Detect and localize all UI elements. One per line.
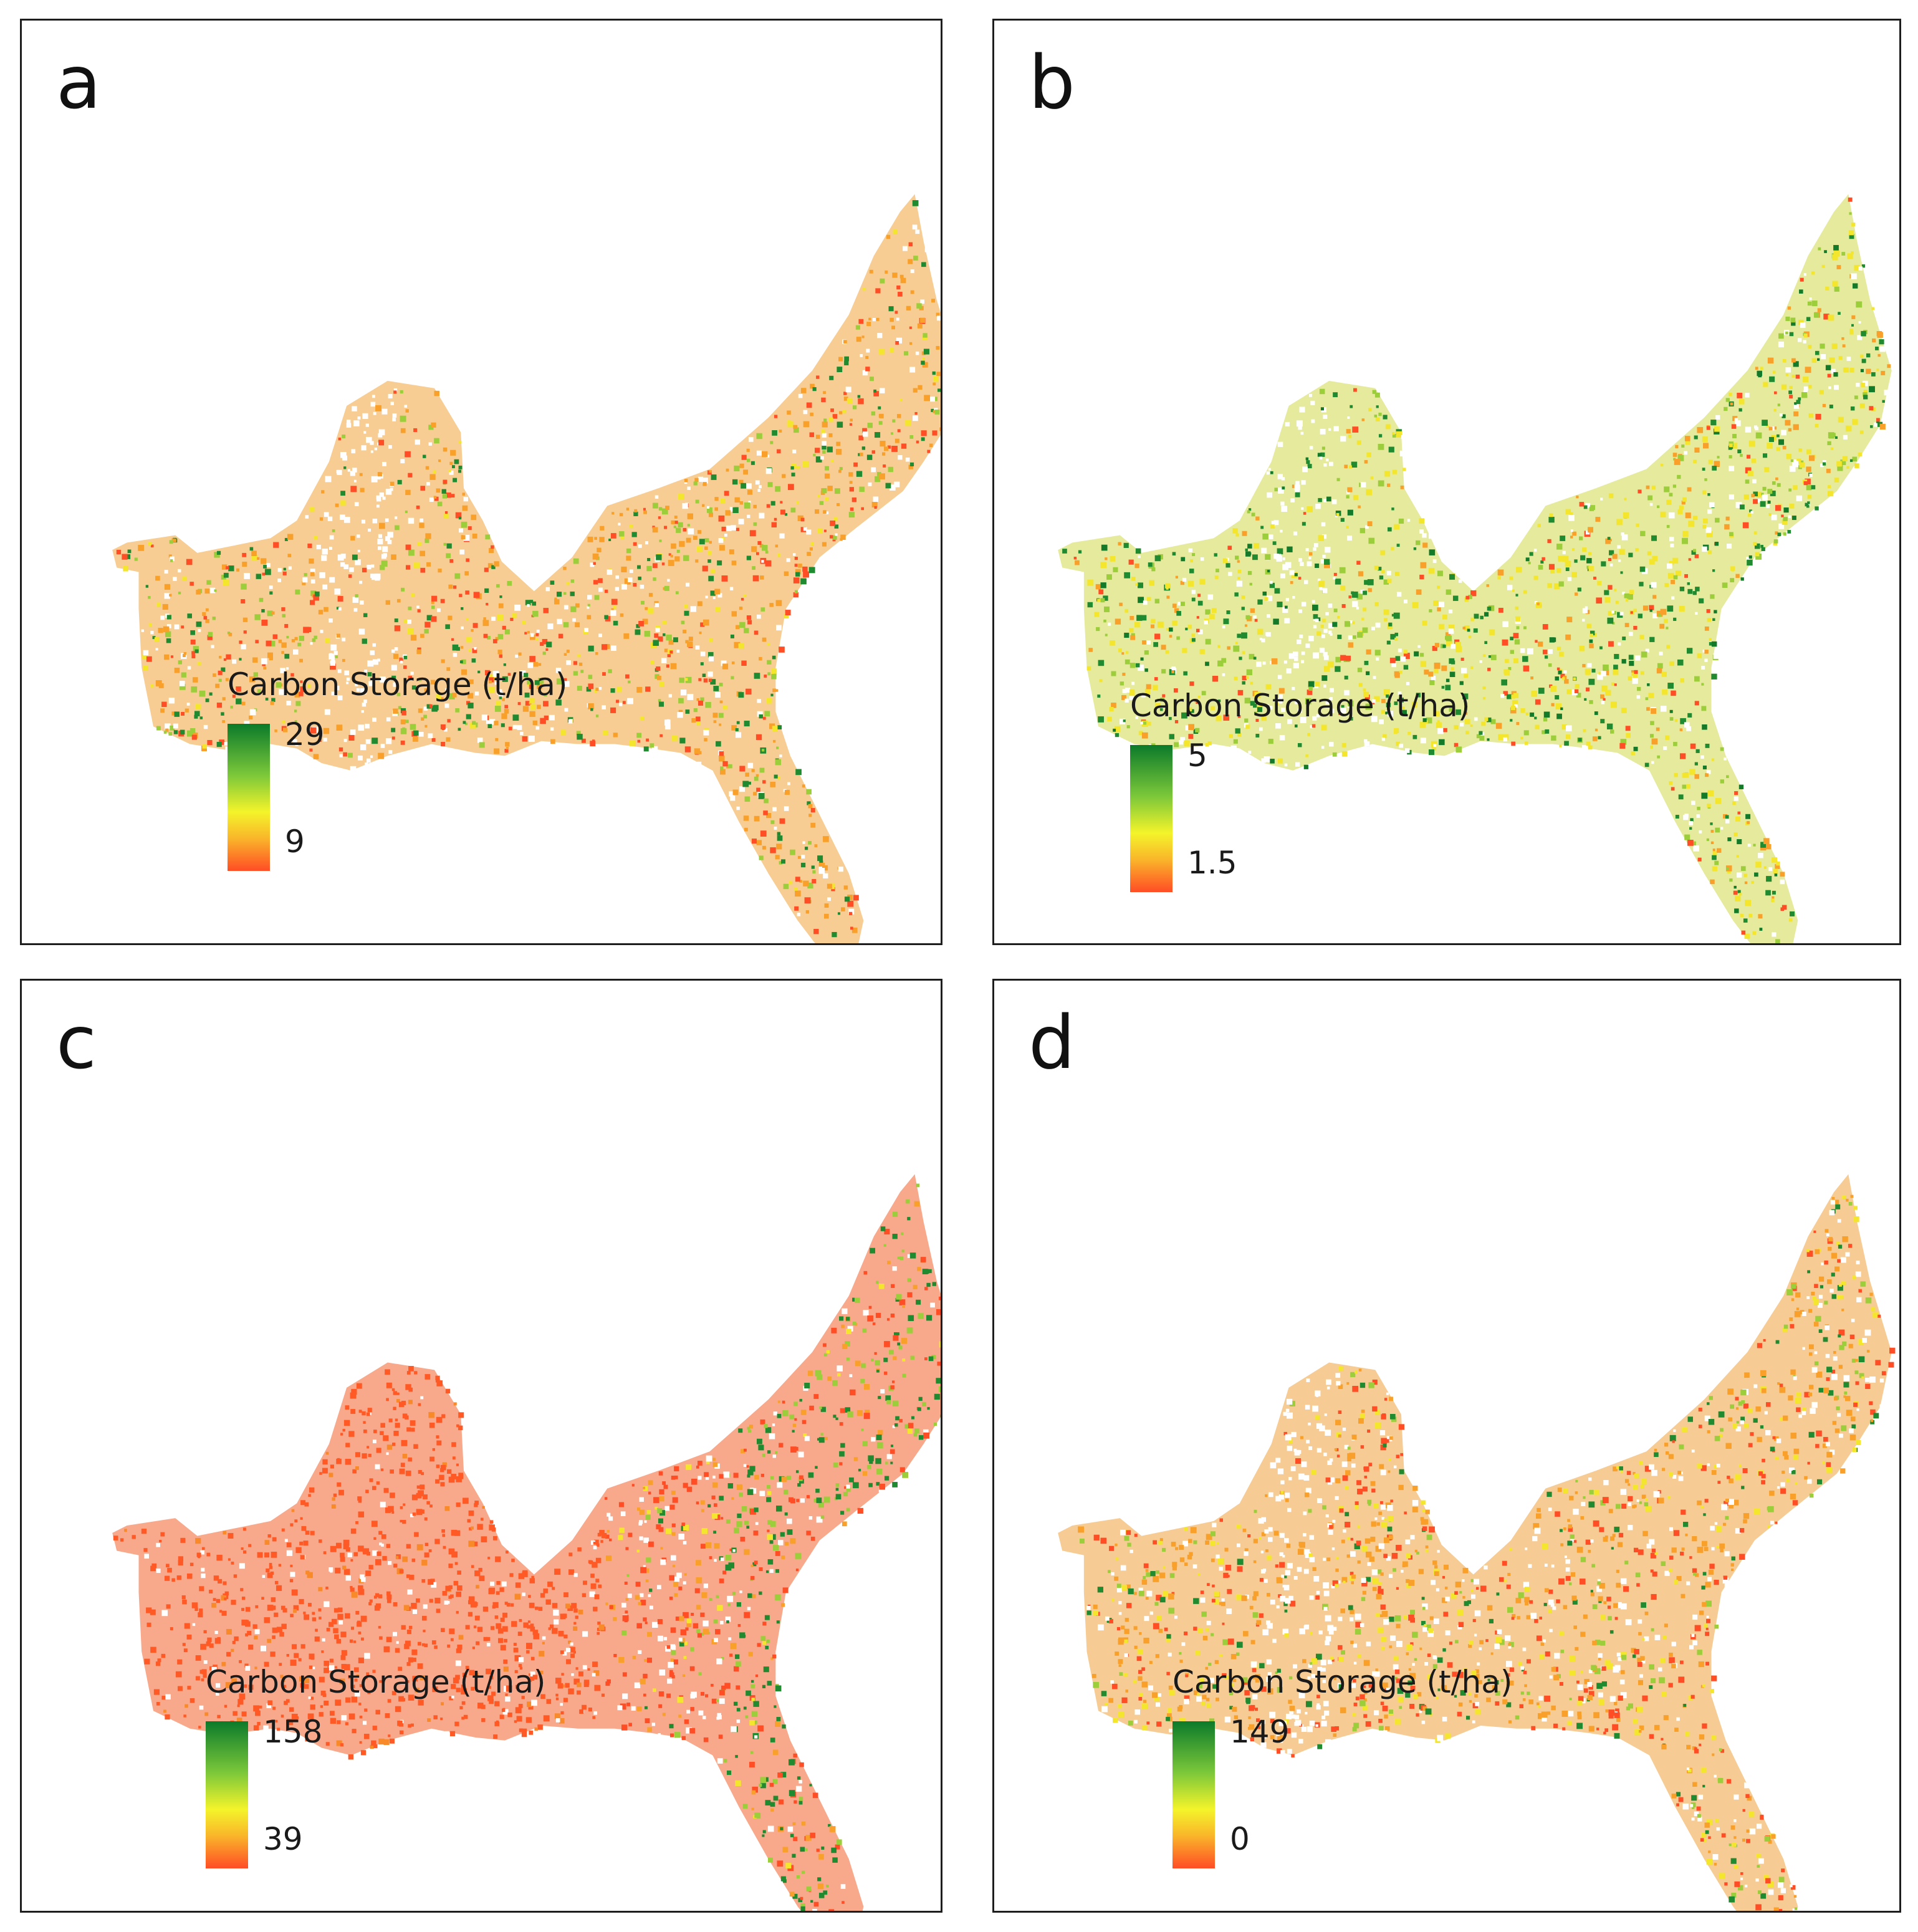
- legend-color-ramp-b: [1130, 745, 1172, 892]
- legend-title-d: Carbon Storage (t/ha): [1172, 1664, 1513, 1700]
- carbon-map-b: [1058, 194, 1892, 943]
- region-fill: [112, 194, 941, 943]
- legend-color-ramp-a: [228, 724, 270, 871]
- raster-texture: [113, 1183, 941, 1911]
- raster-texture: [1062, 197, 1891, 943]
- legend-max-b: 5: [1187, 738, 1207, 774]
- legend-max-a: 29: [285, 716, 325, 752]
- carbon-map-a: [112, 194, 941, 943]
- raster-texture: [1078, 1194, 1896, 1911]
- region-fill: [1058, 1174, 1892, 1911]
- legend-title-b: Carbon Storage (t/ha): [1130, 688, 1470, 724]
- map-panel-d: d Carbon Storage (t/ha) 149 0: [992, 979, 1901, 1913]
- legend-min-d: 0: [1230, 1821, 1250, 1857]
- carbon-map-c: [112, 1174, 941, 1911]
- map-panel-b: b Carbon Storage (t/ha) 5 1.5: [992, 19, 1901, 945]
- panel-label-d: d: [1029, 999, 1075, 1085]
- panel-label-c: c: [56, 999, 97, 1085]
- map-panel-c: c Carbon Storage (t/ha) 158 39: [20, 979, 942, 1913]
- raster-texture: [116, 200, 941, 938]
- legend-color-ramp-d: [1172, 1721, 1215, 1868]
- legend-min-a: 9: [285, 824, 305, 860]
- legend-max-c: 158: [263, 1714, 323, 1750]
- legend-title-c: Carbon Storage (t/ha): [206, 1664, 546, 1700]
- legend-title-a: Carbon Storage (t/ha): [228, 666, 568, 703]
- legend-max-d: 149: [1230, 1714, 1290, 1750]
- legend-min-c: 39: [263, 1821, 303, 1857]
- region-fill: [1058, 194, 1892, 943]
- legend-min-b: 1.5: [1187, 845, 1237, 881]
- panel-label-a: a: [56, 39, 102, 125]
- carbon-map-d: [1058, 1174, 1896, 1911]
- legend-color-ramp-c: [206, 1721, 248, 1868]
- panel-label-b: b: [1029, 39, 1075, 125]
- map-panel-a: a Carbon Storage (t/ha) 29 9: [20, 19, 942, 945]
